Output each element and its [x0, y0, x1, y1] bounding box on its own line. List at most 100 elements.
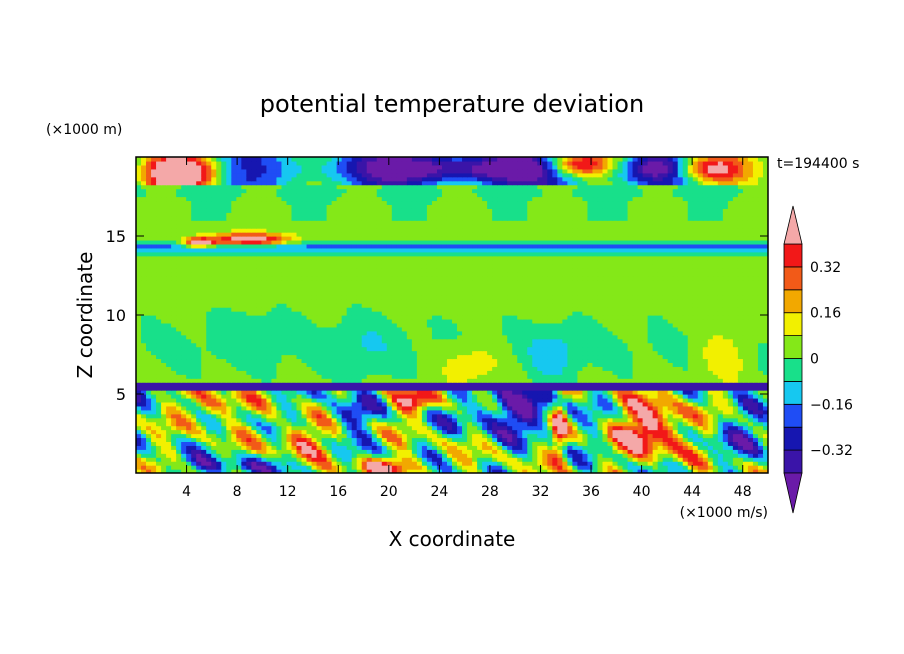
heatmap-cell: [452, 453, 458, 458]
heatmap-cell: [331, 374, 338, 379]
heatmap-cell: [351, 330, 358, 336]
heatmap-cell: [331, 370, 338, 375]
heatmap-cell: [762, 429, 768, 435]
heatmap-cell: [667, 465, 674, 470]
heatmap-cell: [707, 318, 714, 324]
heatmap-cell: [512, 461, 518, 466]
heatmap-cell: [537, 318, 543, 324]
heatmap-cell: [136, 322, 142, 328]
heatmap-cell: [567, 378, 573, 383]
heatmap-cell: [421, 394, 428, 399]
heatmap-cell: [196, 397, 202, 403]
heatmap-cell: [191, 342, 197, 348]
heatmap-cell: [507, 457, 513, 462]
heatmap-cell: [607, 334, 614, 340]
heatmap-cell: [472, 413, 478, 419]
heatmap-cell: [562, 465, 568, 470]
heatmap-cell: [376, 429, 383, 435]
heatmap-cell: [542, 362, 548, 367]
heatmap-cell: [151, 318, 157, 324]
heatmap-cell: [632, 469, 639, 473]
heatmap-cell: [627, 378, 634, 383]
heatmap-cell: [527, 461, 533, 466]
heatmap-cell: [572, 409, 578, 415]
heatmap-cell: [231, 318, 237, 324]
heatmap-cell: [246, 405, 252, 411]
heatmap-cell: [692, 326, 699, 332]
heatmap-cell: [722, 322, 729, 328]
heatmap-cell: [567, 445, 573, 450]
heatmap-cell: [727, 437, 734, 442]
heatmap-cell: [361, 449, 368, 454]
heatmap-cell: [722, 461, 729, 466]
heatmap-cell: [226, 425, 232, 431]
heatmap-cell: [261, 405, 268, 411]
heatmap-cell: [492, 394, 498, 399]
heatmap-cell: [236, 318, 242, 324]
heatmap-cell: [201, 326, 207, 332]
heatmap-cell: [707, 425, 714, 431]
heatmap-cell: [582, 429, 589, 435]
heatmap-cell: [692, 465, 699, 470]
heatmap-cell: [341, 461, 348, 466]
heatmap-cell: [336, 397, 343, 403]
heatmap-cell: [452, 421, 458, 427]
heatmap-cell: [557, 382, 563, 387]
heatmap-cell: [657, 441, 664, 446]
heatmap-cell: [366, 401, 373, 407]
heatmap-cell: [747, 382, 754, 387]
heatmap-cell: [672, 405, 679, 411]
heatmap-cell: [381, 390, 388, 395]
heatmap-cell: [241, 382, 247, 387]
heatmap-cell: [487, 449, 493, 454]
heatmap-cell: [431, 350, 438, 356]
heatmap-cell: [231, 346, 237, 352]
heatmap-cell: [211, 334, 217, 340]
heatmap-cell: [166, 374, 172, 379]
heatmap-cell: [582, 457, 589, 462]
heatmap-cell: [411, 378, 418, 383]
heatmap-cell: [457, 350, 463, 356]
heatmap-cell: [572, 338, 578, 344]
heatmap-cell: [141, 429, 147, 435]
heatmap-cell: [712, 338, 719, 344]
heatmap-cell: [156, 382, 162, 387]
heatmap-cell: [667, 322, 674, 328]
heatmap-cell: [662, 417, 669, 423]
heatmap-cell: [542, 453, 548, 458]
heatmap-cell: [376, 465, 383, 470]
heatmap-cell: [712, 390, 719, 395]
heatmap-cell: [401, 382, 408, 387]
heatmap-cell: [677, 338, 684, 344]
heatmap-cell: [597, 334, 604, 340]
heatmap-cell: [411, 465, 418, 470]
heatmap-cell: [241, 401, 247, 407]
heatmap-cell: [441, 366, 448, 371]
heatmap-cell: [181, 429, 187, 435]
heatmap-cell: [201, 421, 207, 427]
heatmap-cell: [497, 315, 503, 320]
heatmap-cell: [597, 441, 604, 446]
heatmap-cell: [627, 409, 634, 415]
heatmap-cell: [296, 390, 303, 395]
heatmap-cell: [346, 315, 353, 320]
heatmap-cell: [612, 405, 619, 411]
heatmap-cell: [587, 318, 594, 324]
heatmap-cell: [271, 315, 278, 320]
heatmap-cell: [497, 437, 503, 442]
heatmap-cell: [216, 453, 222, 458]
heatmap-cell: [632, 338, 639, 344]
heatmap-cell: [161, 318, 167, 324]
heatmap-cell: [241, 362, 247, 367]
heatmap-cell: [356, 382, 363, 387]
heatmap-cell: [371, 457, 378, 462]
heatmap-cell: [552, 370, 558, 375]
heatmap-cell: [186, 326, 192, 332]
heatmap-cell: [682, 326, 689, 332]
heatmap-cell: [151, 394, 157, 399]
heatmap-cell: [146, 386, 152, 391]
heatmap-cell: [316, 461, 323, 466]
heatmap-cell: [136, 461, 142, 466]
heatmap-cell: [452, 445, 458, 450]
heatmap-cell: [161, 437, 167, 442]
